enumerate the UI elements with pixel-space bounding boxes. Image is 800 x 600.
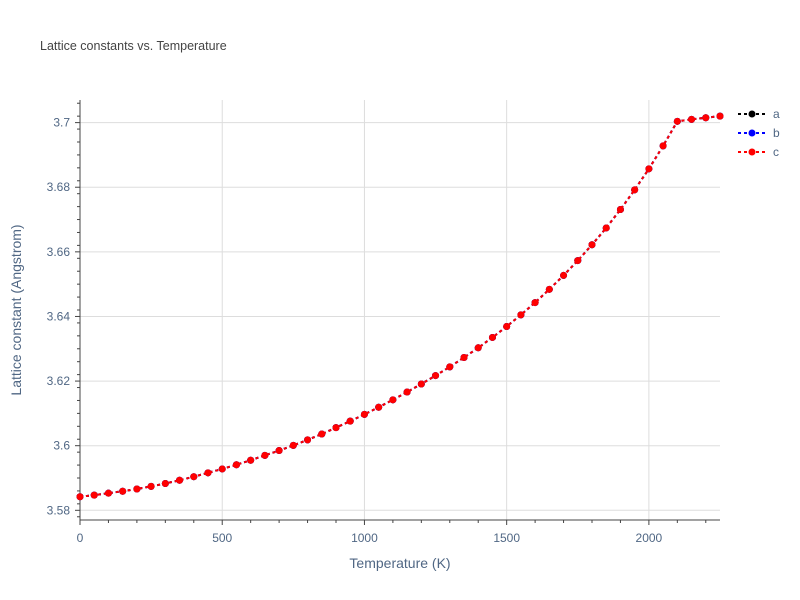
series-layer (76, 112, 724, 501)
data-point-c (119, 487, 127, 495)
data-point-c (588, 241, 596, 249)
data-point-c (375, 403, 383, 411)
data-point-c (688, 115, 696, 123)
data-point-c (716, 112, 724, 120)
legend-item-c[interactable]: c (738, 145, 779, 159)
y-tick-label: 3.68 (47, 180, 71, 194)
data-point-c (474, 344, 482, 352)
data-point-c (460, 353, 468, 361)
data-point-c (360, 410, 368, 418)
chart-title: Lattice constants vs. Temperature (40, 39, 227, 53)
legend[interactable]: abc (738, 107, 780, 159)
data-point-c (503, 322, 511, 330)
y-tick-label: 3.58 (47, 503, 71, 517)
x-tick-label: 2000 (636, 531, 663, 545)
data-point-c (517, 311, 525, 319)
data-point-c (332, 424, 340, 432)
data-point-c (247, 456, 255, 464)
x-tick-label: 0 (77, 531, 84, 545)
data-point-c (232, 461, 240, 469)
data-point-c (261, 451, 269, 459)
x-axis-title: Temperature (K) (349, 555, 450, 571)
data-point-c (616, 206, 624, 214)
y-tick-label: 3.7 (53, 116, 70, 130)
data-point-c (204, 469, 212, 477)
gridlines (80, 100, 720, 520)
data-point-c (446, 363, 454, 371)
x-tick-label: 500 (212, 531, 232, 545)
y-tick-label: 3.64 (47, 309, 71, 323)
data-point-c (133, 485, 141, 493)
x-tick-label: 1000 (351, 531, 378, 545)
data-point-c (488, 333, 496, 341)
legend-item-a[interactable]: a (738, 107, 780, 121)
legend-swatch-marker (748, 148, 756, 156)
axes: 0 500 1000 1500 2000 3.58 3.6 3.62 3.64 3.66 3.68 3… (47, 100, 720, 545)
legend-swatch-marker (748, 110, 756, 118)
data-point-c (432, 372, 440, 380)
y-tick-label: 3.66 (47, 245, 71, 259)
data-point-c (289, 441, 297, 449)
legend-label: a (773, 107, 780, 121)
legend-item-b[interactable]: b (738, 126, 780, 140)
data-point-c (531, 299, 539, 307)
data-point-c (389, 396, 397, 404)
data-point-c (161, 479, 169, 487)
data-point-c (403, 388, 411, 396)
y-tick-label: 3.62 (47, 374, 71, 388)
data-point-c (275, 447, 283, 455)
data-point-c (602, 224, 610, 232)
data-point-c (645, 165, 653, 173)
legend-label: b (773, 126, 780, 140)
series-line-c (79, 115, 721, 498)
data-point-c (673, 117, 681, 125)
y-tick-label: 3.6 (53, 439, 70, 453)
data-point-c (702, 114, 710, 122)
x-tick-label: 1500 (493, 531, 520, 545)
data-point-c (545, 285, 553, 293)
data-point-c (104, 489, 112, 497)
data-point-c (417, 380, 425, 388)
data-point-c (574, 257, 582, 265)
data-point-c (631, 186, 639, 194)
data-point-c (147, 482, 155, 490)
data-point-c (218, 465, 226, 473)
series-c (76, 112, 724, 501)
data-point-c (659, 142, 667, 150)
legend-swatch-marker (748, 129, 756, 137)
data-point-c (176, 476, 184, 484)
data-point-c (346, 417, 354, 425)
data-point-c (560, 271, 568, 279)
data-point-c (90, 491, 98, 499)
data-point-c (304, 436, 312, 444)
y-axis-title: Lattice constant (Angstrom) (8, 224, 24, 395)
data-point-c (318, 430, 326, 438)
data-point-c (190, 473, 198, 481)
legend-label: c (773, 145, 779, 159)
data-point-c (76, 493, 84, 501)
